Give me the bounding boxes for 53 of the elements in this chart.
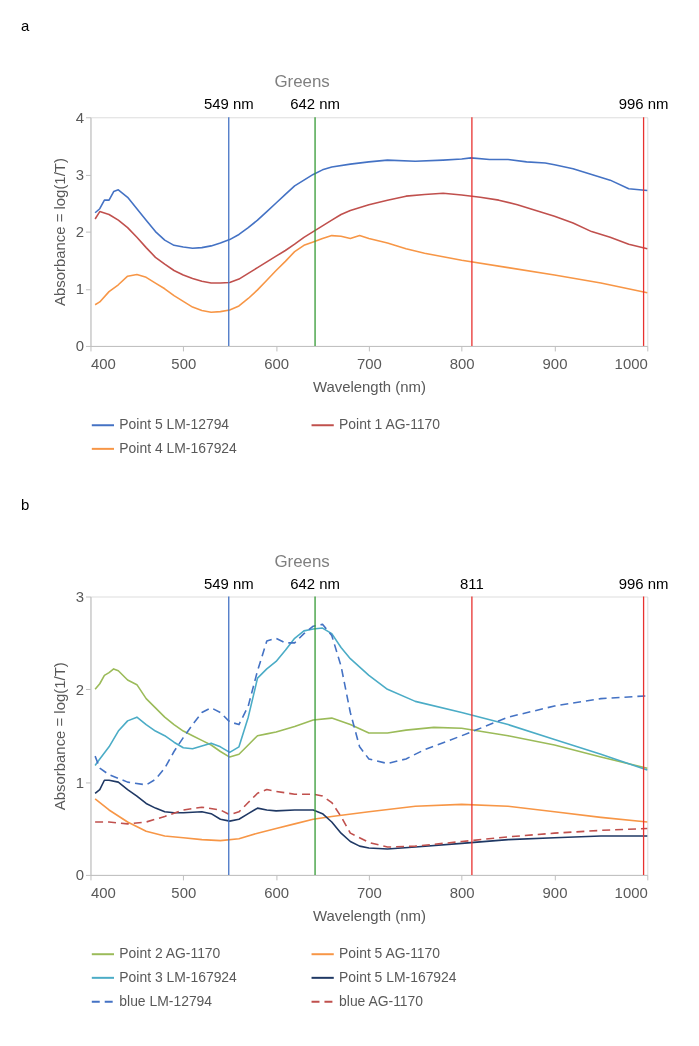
legend-label: Point 4 LM-167924 [119, 439, 238, 456]
y-tick-label: 2 [75, 224, 85, 241]
y-axis-title: Absorbance = log(1/T) [51, 158, 68, 307]
legend-label: Point 3 LM-167924 [119, 968, 238, 985]
y-tick-label: 3 [75, 588, 85, 605]
y-tick-label: 1 [75, 281, 85, 298]
x-tick-label: 900 [542, 356, 568, 373]
x-tick-label: 800 [449, 356, 475, 373]
legend-label: Point 5 LM-12794 [119, 416, 230, 433]
legend-label: Point 1 AG-1170 [339, 416, 441, 433]
x-tick-label: 400 [90, 356, 116, 373]
x-tick-label: 500 [171, 885, 197, 902]
y-tick-label: 1 [75, 774, 85, 791]
x-axis-title: Wavelength (nm) [312, 379, 426, 396]
ref-line-label: 642 nm [290, 575, 340, 592]
x-tick-label: 800 [449, 885, 475, 902]
line-series [94, 798, 649, 842]
legend-label: blue AG-1170 [339, 992, 424, 1009]
x-tick-label: 700 [356, 885, 382, 902]
x-tick-label: 600 [264, 885, 290, 902]
legend-label: Point 5 LM-167924 [339, 968, 457, 985]
line-series [94, 668, 649, 769]
text: Greens [274, 72, 330, 92]
line-series [94, 779, 649, 850]
legend-label: blue LM-12794 [119, 992, 213, 1009]
y-tick-label: 0 [75, 338, 85, 355]
legend-label: Point 5 AG-1170 [339, 945, 441, 962]
ref-line-label: 996 nm [618, 96, 669, 113]
x-tick-label: 400 [90, 885, 116, 902]
x-tick-label: 600 [264, 356, 290, 373]
y-tick-label: 2 [75, 681, 85, 698]
ref-line-label: 811 [460, 575, 484, 592]
x-tick-label: 500 [171, 356, 197, 373]
line-series [94, 788, 649, 848]
x-tick-label: 1000 [614, 885, 648, 902]
line-series [94, 234, 649, 314]
ref-line-label: 642 nm [290, 96, 340, 113]
line-series [94, 192, 649, 284]
y-tick-label: 0 [75, 867, 85, 884]
ref-line-label: 549 nm [203, 96, 254, 113]
y-axis-title: Absorbance = log(1/T) [51, 662, 68, 811]
x-tick-label: 1000 [614, 356, 648, 373]
text: Greens [274, 551, 330, 571]
x-tick-label: 900 [542, 885, 568, 902]
chart-title: b [20, 497, 30, 514]
ref-line-label: 996 nm [618, 575, 669, 592]
legend-label: Point 2 AG-1170 [119, 945, 221, 962]
x-axis-title: Wavelength (nm) [312, 908, 426, 925]
chart-title: a [20, 17, 30, 34]
y-tick-label: 3 [75, 166, 85, 183]
x-tick-label: 700 [356, 356, 382, 373]
ref-line-label: 549 nm [203, 575, 254, 592]
y-tick-label: 4 [75, 109, 85, 126]
